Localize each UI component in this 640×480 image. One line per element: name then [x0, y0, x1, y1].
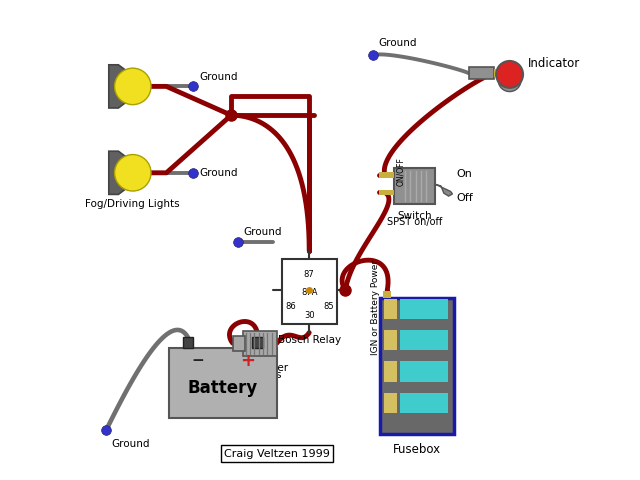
Bar [400, 393, 448, 413]
Circle shape [115, 155, 151, 191]
Text: Indicator: Indicator [528, 57, 580, 71]
Bar [384, 299, 397, 319]
Text: Craig Veltzen 1999: Craig Veltzen 1999 [224, 449, 330, 458]
Text: Battery: Battery [188, 379, 258, 396]
Text: Fog/Driving Lights: Fog/Driving Lights [84, 199, 179, 209]
Circle shape [498, 69, 521, 92]
Bar [282, 259, 337, 324]
Circle shape [115, 68, 151, 105]
Text: SPST on/off: SPST on/off [387, 217, 442, 228]
Text: 20Amps: 20Amps [239, 370, 281, 380]
Bar [379, 172, 394, 178]
Text: −: − [191, 353, 204, 368]
Polygon shape [109, 151, 147, 194]
Bar [400, 299, 448, 319]
Bar [243, 331, 277, 356]
Text: Ground: Ground [111, 439, 150, 449]
Bar [400, 330, 448, 350]
Text: Fuseholder: Fuseholder [232, 363, 289, 373]
Text: 86: 86 [285, 302, 296, 312]
Bar [169, 348, 277, 418]
Text: Ground: Ground [199, 72, 237, 82]
Text: Bosch Relay: Bosch Relay [278, 335, 340, 345]
Text: IGN or Battery Power: IGN or Battery Power [371, 260, 380, 355]
Bar [384, 393, 397, 413]
Bar [394, 168, 435, 204]
Bar [468, 67, 494, 79]
Bar [383, 291, 391, 298]
Text: Off: Off [456, 192, 473, 203]
Bar [384, 361, 397, 382]
Text: Ground: Ground [199, 168, 237, 178]
Text: Ground: Ground [243, 227, 282, 237]
Text: 30: 30 [304, 311, 314, 320]
Bar [379, 190, 394, 195]
Text: 87: 87 [304, 270, 315, 279]
Bar [400, 361, 448, 382]
Polygon shape [435, 184, 452, 196]
Text: Ground: Ground [379, 38, 417, 48]
Bar [494, 69, 502, 77]
Text: +: + [241, 351, 255, 370]
Text: 87A: 87A [301, 288, 317, 297]
Bar [233, 336, 244, 351]
Text: 85: 85 [324, 302, 334, 312]
Bar [384, 330, 397, 350]
Circle shape [496, 61, 523, 88]
Text: On: On [456, 169, 472, 180]
Text: Fusebox: Fusebox [393, 443, 441, 456]
Text: Switch: Switch [397, 211, 432, 221]
Bar [252, 337, 263, 348]
Bar [183, 337, 193, 348]
Bar [380, 298, 454, 434]
Polygon shape [109, 65, 147, 108]
Text: ON/OFF: ON/OFF [396, 157, 404, 186]
